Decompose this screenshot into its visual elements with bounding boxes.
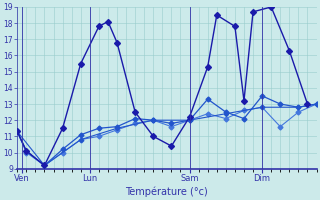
X-axis label: Température (°c): Température (°c) — [125, 186, 208, 197]
